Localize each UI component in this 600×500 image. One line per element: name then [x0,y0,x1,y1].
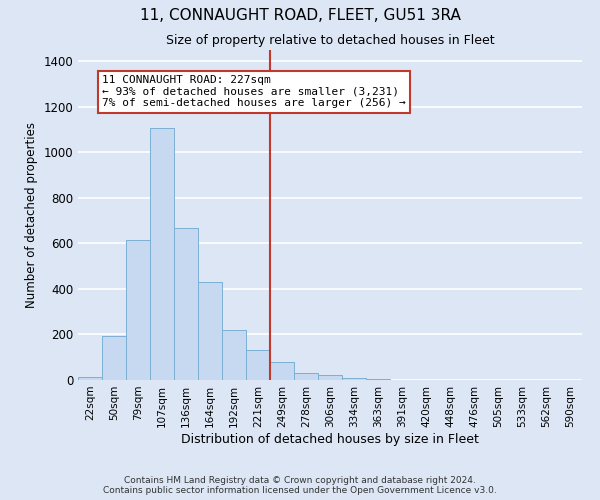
Bar [270,362,294,380]
Bar [222,330,246,380]
Bar [318,375,342,380]
Bar [150,128,174,380]
Bar [78,378,102,380]
Text: Contains HM Land Registry data © Crown copyright and database right 2024.
Contai: Contains HM Land Registry data © Crown c… [103,476,497,495]
Bar [102,336,126,380]
Bar [198,282,222,380]
Y-axis label: Number of detached properties: Number of detached properties [25,122,38,308]
X-axis label: Distribution of detached houses by size in Fleet: Distribution of detached houses by size … [181,432,479,446]
Bar [366,379,390,380]
Bar [174,228,198,380]
Bar [246,350,270,380]
Bar [126,240,150,380]
Bar [342,378,366,380]
Text: 11 CONNAUGHT ROAD: 227sqm
← 93% of detached houses are smaller (3,231)
7% of sem: 11 CONNAUGHT ROAD: 227sqm ← 93% of detac… [102,75,406,108]
Bar [294,373,318,380]
Title: Size of property relative to detached houses in Fleet: Size of property relative to detached ho… [166,34,494,48]
Text: 11, CONNAUGHT ROAD, FLEET, GU51 3RA: 11, CONNAUGHT ROAD, FLEET, GU51 3RA [140,8,460,22]
